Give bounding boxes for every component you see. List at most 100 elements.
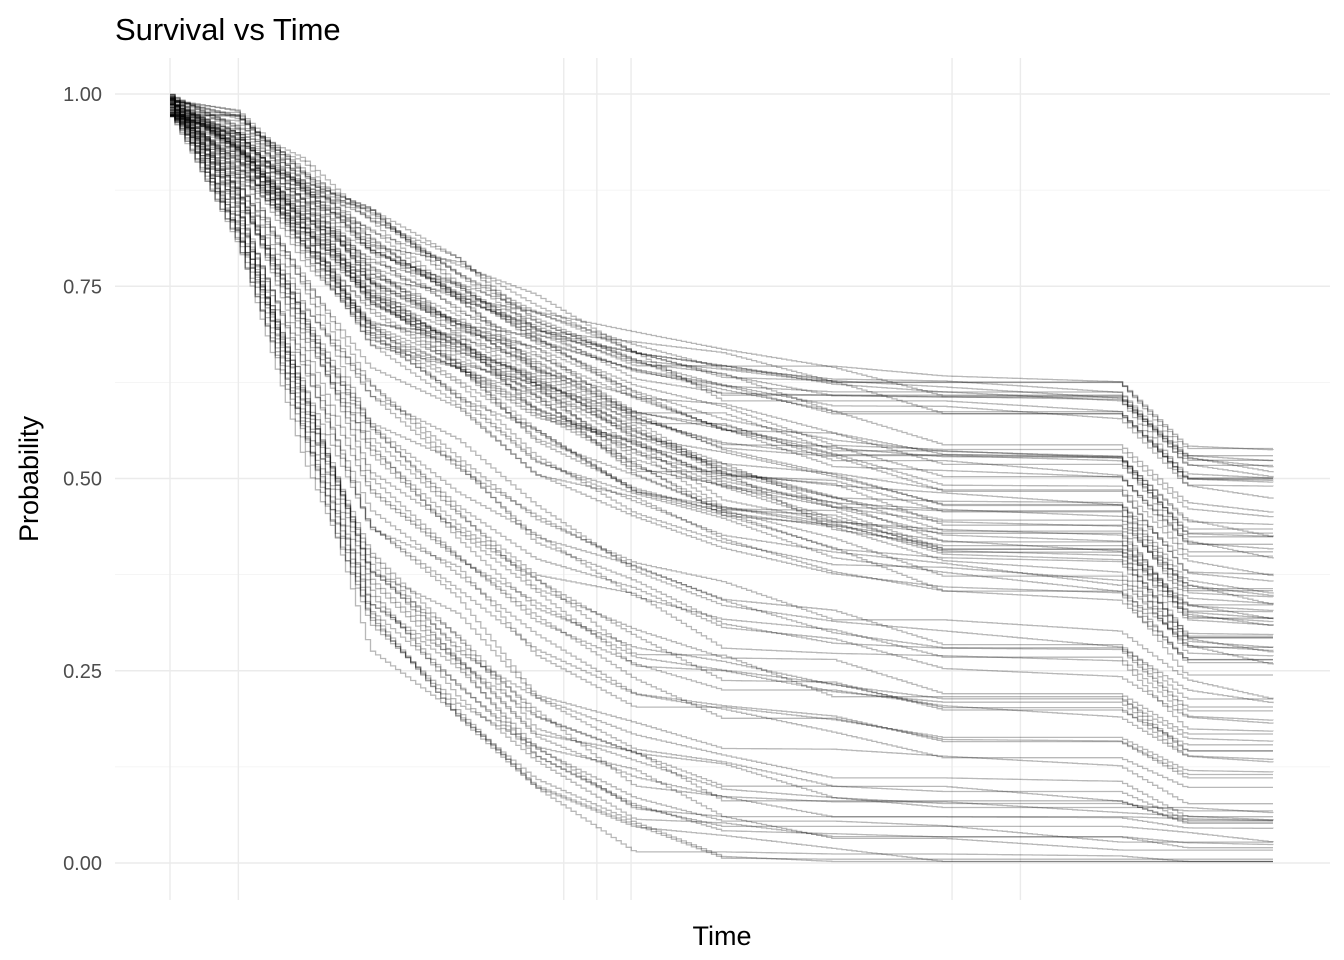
survival-curve — [170, 115, 1274, 724]
survival-curve — [170, 116, 1273, 637]
survival-curve — [170, 114, 1273, 450]
survival-curve — [170, 100, 1274, 481]
y-tick-label: 0.50 — [63, 469, 102, 491]
survival-curve — [170, 98, 1273, 843]
survival-curve — [170, 114, 1273, 823]
survival-curve — [170, 106, 1274, 846]
survival-curve — [170, 98, 1274, 623]
survival-curve — [170, 112, 1274, 577]
survival-curve — [170, 110, 1274, 760]
survival-curve — [170, 115, 1274, 721]
survival-curve — [170, 109, 1274, 559]
survival-curve — [170, 113, 1274, 648]
survival-curve — [170, 115, 1273, 590]
survival-curve — [170, 102, 1273, 534]
survival-curve — [170, 105, 1273, 812]
survival-curve — [170, 108, 1273, 863]
survival-curve — [170, 115, 1274, 513]
survival-curve — [170, 104, 1274, 605]
survival-curve — [170, 97, 1273, 712]
survival-curve — [170, 107, 1274, 479]
survival-curve — [170, 114, 1273, 863]
survival-curve — [170, 115, 1273, 606]
x-axis-title: Time — [693, 921, 752, 951]
survival-curve — [170, 97, 1273, 752]
survival-curve — [170, 94, 1274, 478]
survival-curve — [170, 99, 1274, 483]
survival-curve — [170, 97, 1273, 457]
survival-curve — [170, 101, 1274, 537]
survival-curve — [170, 115, 1274, 473]
survival-curve — [170, 99, 1273, 863]
survival-curve — [170, 114, 1274, 821]
survival-curve — [170, 115, 1274, 468]
survival-curve — [170, 114, 1274, 742]
survival-curve — [170, 107, 1273, 818]
survival-curve — [170, 110, 1274, 700]
survival-curve — [170, 112, 1274, 550]
survival-curve — [170, 103, 1274, 763]
survival-curve — [170, 94, 1274, 620]
survival-curve — [170, 114, 1274, 773]
survival-curve — [170, 102, 1274, 653]
y-tick-label: 0.00 — [63, 853, 102, 875]
survival-curve — [170, 103, 1273, 661]
survival-curve — [170, 109, 1273, 553]
survival-curve — [170, 97, 1274, 652]
survival-curve — [170, 114, 1274, 598]
survival-curve — [170, 100, 1274, 636]
survival-curve — [170, 114, 1273, 613]
survival-curve — [170, 111, 1273, 752]
survival-curve — [170, 96, 1273, 849]
survival-curve — [170, 103, 1274, 704]
survival-curve — [170, 94, 1274, 626]
survival-curve — [170, 99, 1273, 661]
survival-curve — [170, 96, 1273, 639]
y-tick-label: 0.25 — [63, 661, 102, 683]
survival-curve — [170, 104, 1273, 779]
survival-curve — [170, 93, 1273, 789]
survival-curve — [170, 108, 1274, 606]
survival-curve — [170, 106, 1274, 582]
survival-curve — [170, 113, 1274, 538]
survival-curve — [170, 99, 1273, 467]
survival-curve — [170, 113, 1274, 829]
survival-curve — [170, 104, 1273, 530]
survival-curve — [170, 112, 1274, 619]
survival-curve — [170, 107, 1274, 597]
survival-curve — [170, 103, 1274, 843]
survival-curve — [170, 111, 1274, 487]
survival-curve — [170, 95, 1273, 664]
survival-curve — [170, 104, 1273, 708]
survival-curve — [170, 114, 1273, 592]
y-tick-label: 0.75 — [63, 276, 102, 298]
survival-curve — [170, 114, 1273, 557]
survival-curve — [170, 112, 1273, 538]
y-tick-label: 1.00 — [63, 84, 102, 106]
survival-curve — [170, 110, 1273, 860]
survival-curve — [170, 103, 1273, 479]
survival-curve — [170, 97, 1274, 665]
survival-curve — [170, 97, 1273, 639]
survival-curve — [170, 98, 1273, 676]
survival-curve — [170, 100, 1274, 732]
survival-curve — [170, 98, 1274, 499]
survival-curve — [170, 109, 1274, 612]
survival-curve — [170, 103, 1273, 805]
survival-curves — [170, 93, 1274, 863]
survival-curve — [170, 95, 1273, 825]
survival-curve — [170, 104, 1274, 822]
survival-curve — [170, 106, 1273, 776]
survival-curve — [170, 111, 1273, 480]
survival-curve — [170, 103, 1274, 575]
survival-curve — [170, 96, 1274, 526]
y-axis-title: Probability — [14, 415, 44, 542]
survival-curve — [170, 97, 1274, 626]
y-axis-ticks: 0.00 0.25 0.50 0.75 1.00 — [63, 84, 102, 875]
survival-curve — [170, 102, 1273, 619]
survival-curve — [170, 101, 1273, 851]
chart-title: Survival vs Time — [115, 12, 341, 47]
survival-curve — [170, 99, 1274, 462]
survival-curve — [170, 100, 1273, 700]
